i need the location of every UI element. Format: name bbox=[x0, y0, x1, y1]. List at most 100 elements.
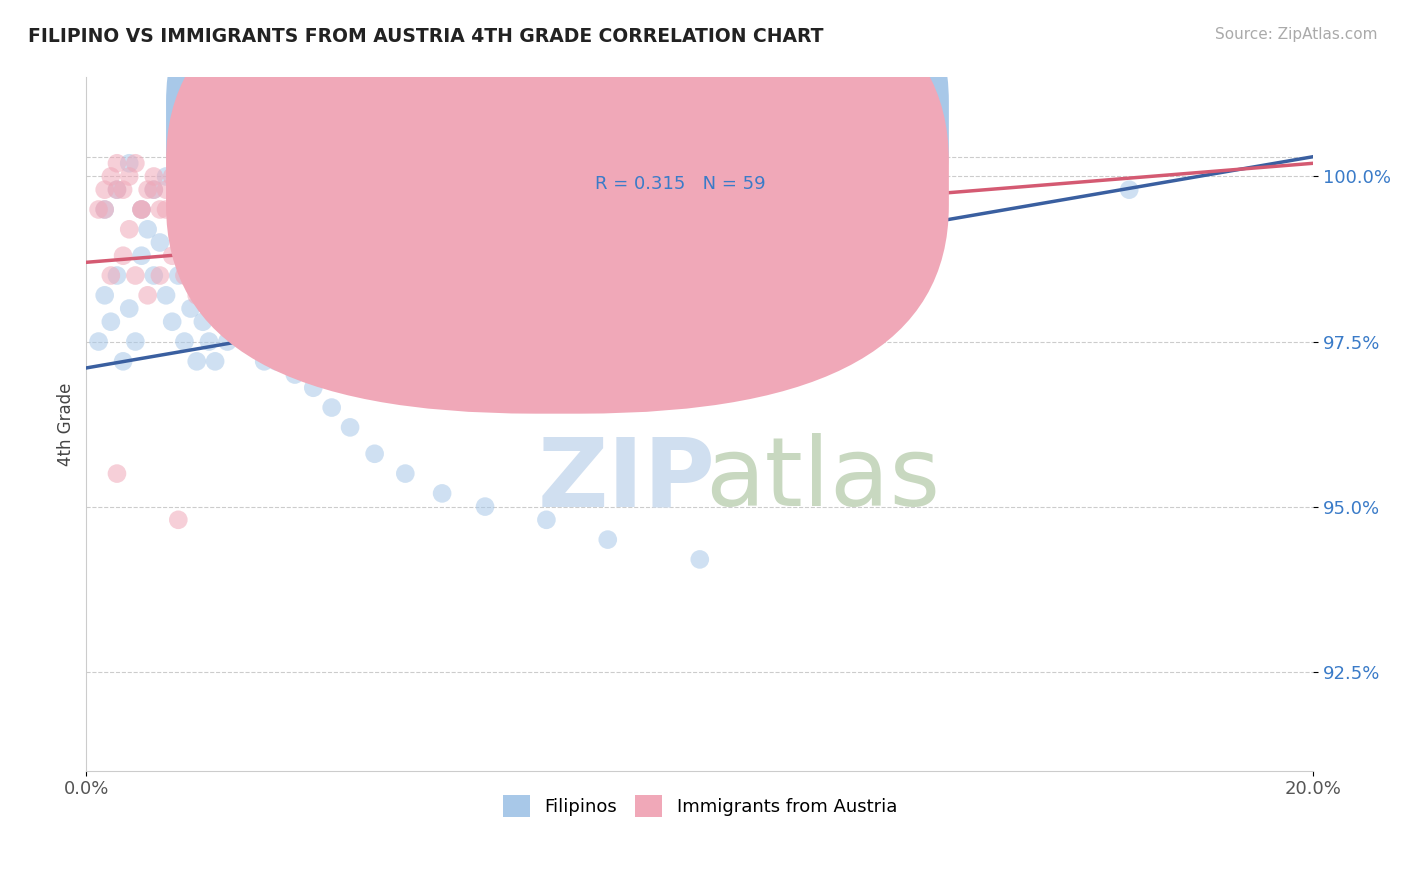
Point bbox=[259, 222, 281, 236]
Point bbox=[217, 334, 239, 349]
Point bbox=[749, 268, 772, 283]
FancyBboxPatch shape bbox=[166, 0, 949, 355]
Point bbox=[209, 222, 232, 236]
Point bbox=[186, 288, 208, 302]
Point bbox=[204, 202, 226, 217]
Point bbox=[87, 202, 110, 217]
Point bbox=[277, 315, 299, 329]
Point bbox=[167, 202, 190, 217]
Point bbox=[198, 334, 221, 349]
FancyBboxPatch shape bbox=[516, 102, 884, 230]
Point bbox=[474, 315, 496, 329]
Point bbox=[136, 288, 159, 302]
Point bbox=[191, 202, 214, 217]
Point bbox=[204, 202, 226, 217]
Point bbox=[142, 169, 165, 184]
Point bbox=[180, 183, 202, 197]
Point bbox=[339, 420, 361, 434]
Point bbox=[160, 169, 183, 184]
Point bbox=[118, 222, 141, 236]
Point bbox=[112, 249, 135, 263]
Point bbox=[217, 222, 239, 236]
Text: Source: ZipAtlas.com: Source: ZipAtlas.com bbox=[1215, 27, 1378, 42]
Point bbox=[388, 315, 411, 329]
Point bbox=[596, 334, 619, 349]
Point bbox=[658, 315, 681, 329]
Point bbox=[142, 183, 165, 197]
Point bbox=[443, 315, 465, 329]
Point bbox=[191, 315, 214, 329]
Point bbox=[259, 334, 281, 349]
Point bbox=[173, 268, 195, 283]
Point bbox=[131, 249, 153, 263]
Point bbox=[167, 222, 190, 236]
Point bbox=[105, 183, 128, 197]
Point bbox=[142, 268, 165, 283]
Point bbox=[536, 513, 558, 527]
Point bbox=[180, 202, 202, 217]
Point bbox=[118, 301, 141, 316]
Point bbox=[100, 268, 122, 283]
Point bbox=[240, 288, 263, 302]
Point bbox=[198, 268, 221, 283]
Point bbox=[105, 156, 128, 170]
Point bbox=[149, 202, 172, 217]
Point bbox=[93, 288, 115, 302]
Point bbox=[443, 301, 465, 316]
Point bbox=[290, 334, 312, 349]
Point bbox=[271, 235, 294, 250]
Point bbox=[180, 301, 202, 316]
Point bbox=[425, 315, 447, 329]
Point bbox=[118, 169, 141, 184]
Point bbox=[105, 467, 128, 481]
Text: ZIP: ZIP bbox=[537, 433, 716, 526]
Point bbox=[295, 288, 318, 302]
Point bbox=[247, 249, 270, 263]
Point bbox=[228, 235, 250, 250]
Point bbox=[155, 183, 177, 197]
Point bbox=[167, 513, 190, 527]
Point bbox=[302, 381, 325, 395]
Point bbox=[430, 486, 453, 500]
Point bbox=[326, 334, 349, 349]
Point bbox=[167, 202, 190, 217]
Point bbox=[339, 315, 361, 329]
FancyBboxPatch shape bbox=[166, 0, 949, 414]
Point bbox=[222, 288, 245, 302]
Point bbox=[124, 268, 146, 283]
Point bbox=[155, 288, 177, 302]
Point bbox=[302, 315, 325, 329]
Point bbox=[209, 288, 232, 302]
Point bbox=[100, 315, 122, 329]
Point bbox=[155, 169, 177, 184]
Point bbox=[222, 315, 245, 329]
Point bbox=[160, 315, 183, 329]
Point bbox=[247, 315, 270, 329]
Point bbox=[87, 334, 110, 349]
Point bbox=[266, 354, 288, 368]
Point bbox=[321, 401, 343, 415]
Point bbox=[131, 202, 153, 217]
Point bbox=[235, 334, 257, 349]
Point bbox=[149, 235, 172, 250]
Point bbox=[315, 354, 337, 368]
Point bbox=[118, 156, 141, 170]
Point bbox=[112, 354, 135, 368]
Point bbox=[370, 334, 392, 349]
Point bbox=[284, 368, 307, 382]
Text: FILIPINO VS IMMIGRANTS FROM AUSTRIA 4TH GRADE CORRELATION CHART: FILIPINO VS IMMIGRANTS FROM AUSTRIA 4TH … bbox=[28, 27, 824, 45]
Point bbox=[228, 315, 250, 329]
Point bbox=[536, 301, 558, 316]
Point bbox=[155, 202, 177, 217]
Point bbox=[290, 334, 312, 349]
Text: R = 0.351   N = 81: R = 0.351 N = 81 bbox=[596, 116, 766, 134]
Legend: Filipinos, Immigrants from Austria: Filipinos, Immigrants from Austria bbox=[495, 788, 904, 824]
Point bbox=[191, 222, 214, 236]
Point bbox=[167, 268, 190, 283]
Point bbox=[204, 354, 226, 368]
Point bbox=[627, 288, 650, 302]
Point bbox=[191, 222, 214, 236]
Point bbox=[93, 183, 115, 197]
Point bbox=[363, 447, 385, 461]
Point bbox=[271, 334, 294, 349]
